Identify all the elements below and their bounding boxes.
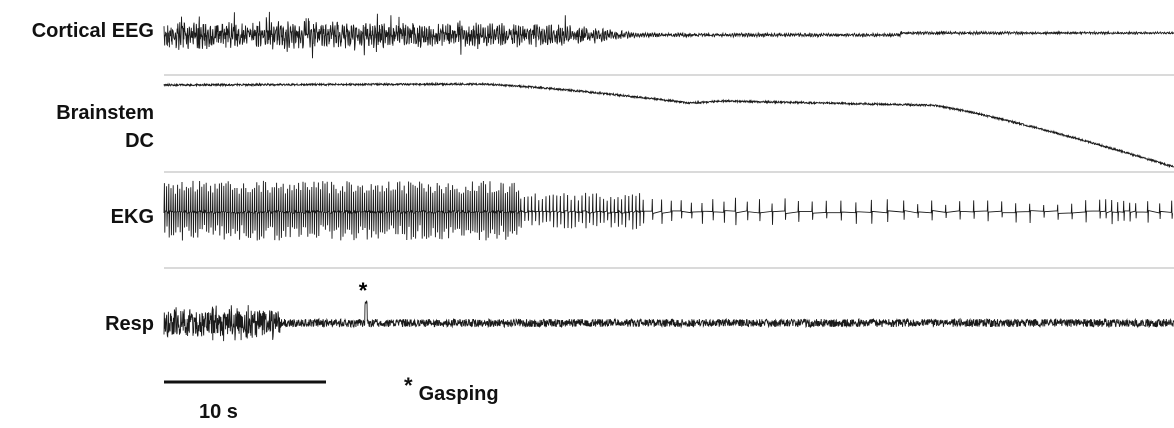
legend-label: Gasping (418, 383, 499, 405)
trace-cortical-eeg (163, 11, 1174, 59)
trace-brainstem-dc (163, 81, 1174, 169)
trace-label-brainstem: Brainstem (56, 102, 154, 124)
trace-label-dc: DC (125, 130, 154, 152)
scale-bar-label: 10 s (199, 401, 238, 423)
trace-label-resp: Resp (105, 313, 154, 335)
trace-ekg (163, 180, 1173, 241)
trace-separators (164, 74, 1174, 269)
trace-label-cortical-eeg: Cortical EEG (31, 20, 154, 42)
legend-marker: * (404, 373, 413, 398)
trace-label-ekg: EKG (110, 206, 154, 228)
gasp-marker: * (359, 278, 368, 303)
gasping-legend: * Gasping (404, 373, 499, 406)
trace-lines (163, 11, 1174, 342)
trace-resp (163, 300, 1174, 342)
